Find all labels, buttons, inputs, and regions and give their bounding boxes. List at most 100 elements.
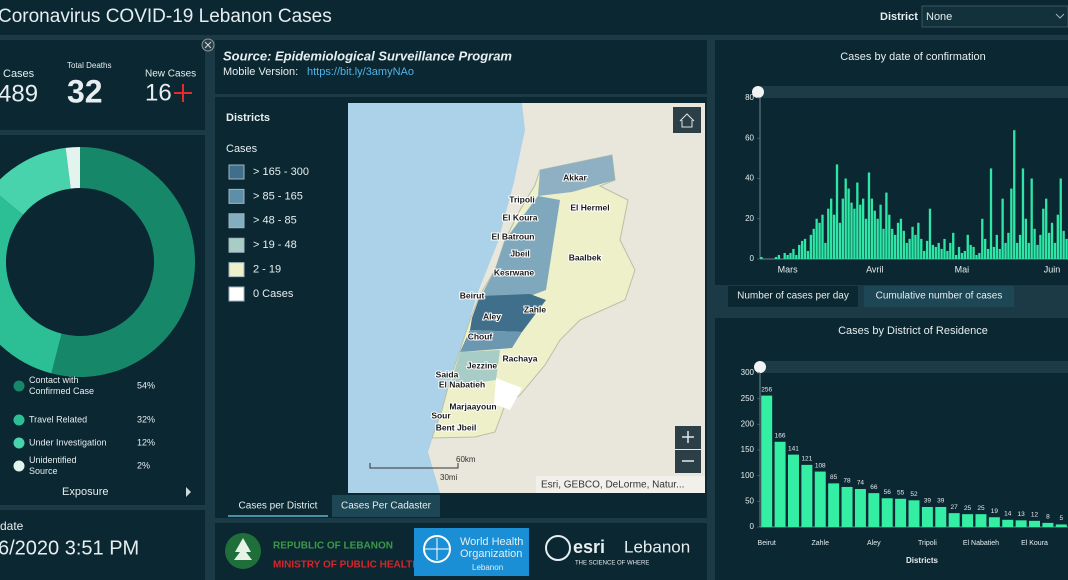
bar xyxy=(777,254,781,259)
esri-country: Lebanon xyxy=(624,537,690,556)
bar xyxy=(809,234,813,259)
time-slider[interactable] xyxy=(760,86,1068,98)
bar xyxy=(818,222,821,259)
bar xyxy=(940,248,943,259)
district-label: Rachaya xyxy=(503,353,538,363)
bar xyxy=(1039,234,1042,259)
x-tick-label: Zahle xyxy=(812,540,830,547)
tab-label[interactable]: Cases Per Cadaster xyxy=(341,501,432,512)
bar xyxy=(1015,242,1019,259)
tab-label[interactable]: Cases per District xyxy=(239,501,318,512)
legend-label: Under Investigation xyxy=(29,437,107,447)
stat-label: New Cases xyxy=(145,69,196,80)
district-label: Saida xyxy=(436,369,459,379)
bar xyxy=(937,242,940,259)
next-arrow[interactable] xyxy=(186,487,191,497)
y-tick-label: 100 xyxy=(741,471,755,480)
legend-value: 2% xyxy=(137,460,150,470)
bar xyxy=(801,464,813,527)
who-emblem-lines xyxy=(424,538,450,560)
scale-mi: 30mi xyxy=(440,473,458,482)
bar xyxy=(1018,234,1022,259)
district-label: Akkar xyxy=(563,172,587,182)
district-label: El Batroun xyxy=(492,231,535,241)
x-tick-label: Tripoli xyxy=(918,540,937,547)
bar xyxy=(981,218,984,259)
bar xyxy=(873,210,876,259)
bar xyxy=(1024,218,1028,259)
home-button[interactable] xyxy=(673,107,701,133)
data-label: 256 xyxy=(761,386,772,393)
bar xyxy=(841,198,844,259)
bar xyxy=(838,222,842,259)
data-label: 141 xyxy=(788,445,799,452)
district-label: Bent Jbeil xyxy=(436,422,477,432)
bar xyxy=(1013,130,1016,259)
bar xyxy=(893,234,897,259)
bar xyxy=(856,182,859,259)
tab-label[interactable]: Number of cases per day xyxy=(737,291,849,302)
bar xyxy=(761,395,773,527)
bar xyxy=(812,228,815,259)
bar xyxy=(827,208,830,259)
esri-wordmark: esri xyxy=(573,537,605,557)
slider[interactable] xyxy=(760,361,1068,373)
bar xyxy=(963,250,967,259)
district-label: Marjaayoun xyxy=(449,401,496,411)
home-icon[interactable] xyxy=(679,113,695,128)
legend-line: Confirmed Case xyxy=(29,386,94,396)
mobile-label: Mobile Version: xyxy=(223,66,298,78)
source-panel xyxy=(215,40,707,94)
donut-slice xyxy=(65,147,80,189)
tab-label[interactable]: Cumulative number of cases xyxy=(876,291,1003,302)
slider-handle[interactable] xyxy=(754,361,766,373)
district-label: Aley xyxy=(483,311,501,321)
bar xyxy=(984,238,987,259)
tab-active[interactable] xyxy=(728,286,858,307)
mobile-link[interactable]: https://bit.ly/3amyNAo xyxy=(307,66,414,78)
bar xyxy=(896,222,900,259)
stat-label: Total Deaths xyxy=(67,61,111,70)
tab-active[interactable] xyxy=(228,495,328,517)
tab[interactable] xyxy=(332,495,440,517)
legend-value: 12% xyxy=(137,437,155,447)
map-labels: Akkar Tripoli El Hermel El Koura El Batroun J… xyxy=(430,171,610,433)
district-dropdown[interactable] xyxy=(921,5,1068,28)
header-bar xyxy=(0,0,1068,35)
cedar-icon xyxy=(234,538,252,560)
tab[interactable] xyxy=(864,286,1014,307)
data-label: 78 xyxy=(843,478,851,485)
bar xyxy=(966,234,969,259)
bar xyxy=(905,242,908,259)
region xyxy=(480,196,560,298)
bar xyxy=(806,250,810,259)
bar xyxy=(789,252,792,259)
x-tick-label: Mars xyxy=(778,264,798,274)
y-tick-label: 0 xyxy=(750,254,755,263)
close-icon[interactable] xyxy=(204,41,212,49)
scale-km: 60km xyxy=(456,455,476,464)
bar xyxy=(989,168,993,259)
donut-slice xyxy=(51,147,196,377)
moph-line2: MINISTRY OF PUBLIC HEALTH xyxy=(273,560,419,571)
dropdown-value[interactable]: None xyxy=(926,11,952,23)
bar xyxy=(943,238,946,259)
legend-value: 54% xyxy=(137,380,155,390)
bar xyxy=(800,240,804,259)
zoom-icons[interactable] xyxy=(682,431,694,462)
bar xyxy=(881,498,893,527)
moph-line1: REPUBLIC OF LEBANON xyxy=(273,541,393,552)
dropdown-chevron[interactable] xyxy=(1055,13,1065,19)
bar xyxy=(879,204,882,259)
bar xyxy=(798,244,801,259)
bar xyxy=(885,192,888,259)
x-tick-label: El Koura xyxy=(1021,540,1048,547)
data-label: 5 xyxy=(1059,515,1063,522)
bar xyxy=(934,246,937,259)
y-tick-label: 20 xyxy=(745,214,754,223)
data-label: 39 xyxy=(937,498,945,505)
bar xyxy=(921,506,933,527)
legend-line: Unidentified xyxy=(29,455,77,465)
slider-handle[interactable] xyxy=(752,86,764,98)
